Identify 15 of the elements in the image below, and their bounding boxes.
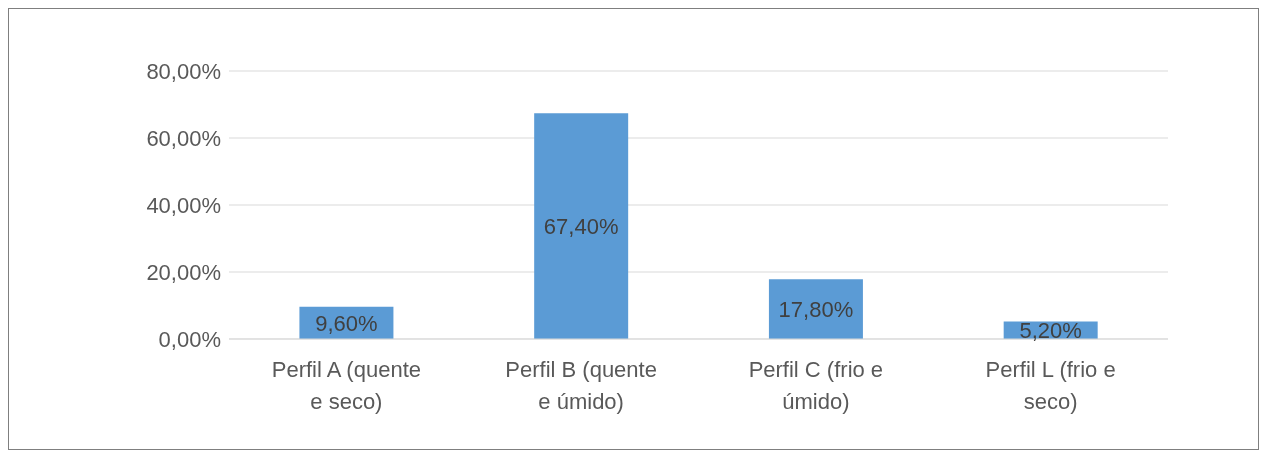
y-tick-label: 60,00% — [146, 125, 221, 151]
y-tick-label: 0,00% — [158, 326, 221, 352]
data-label: 5,20% — [1019, 318, 1082, 344]
data-label: 17,80% — [778, 297, 854, 323]
x-tick-label: Perfil B (quente e úmido) — [505, 357, 657, 414]
x-tick-label: Perfil A (quente e seco) — [271, 357, 421, 414]
x-tick-label: Perfil L (frio e seco) — [985, 357, 1116, 414]
y-tick-label: 80,00% — [146, 58, 221, 84]
bar — [534, 113, 629, 339]
bar — [768, 279, 863, 339]
y-tick-label: 20,00% — [146, 259, 221, 285]
data-label: 9,60% — [315, 310, 378, 336]
x-tick-label: Perfil C (frio e úmido) — [748, 357, 884, 414]
y-tick-label: 40,00% — [146, 192, 221, 218]
data-label: 67,40% — [543, 214, 619, 240]
